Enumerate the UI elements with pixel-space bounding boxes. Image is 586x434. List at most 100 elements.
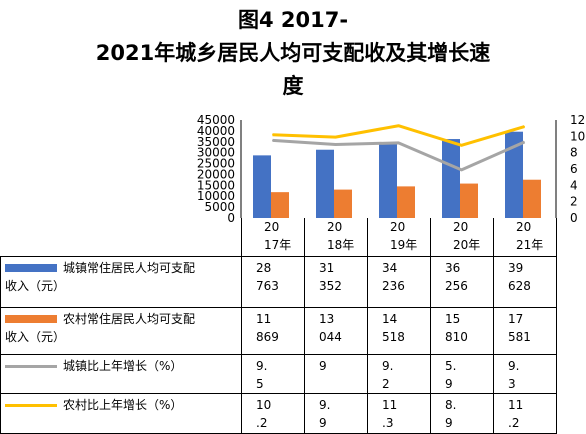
category-line-2: 19年 <box>390 238 418 252</box>
title-line-1: 图4 2017- <box>237 8 349 32</box>
value-text: 518 <box>382 329 405 344</box>
value-text: 15 <box>445 311 461 326</box>
line-point <box>524 141 525 143</box>
y-left-tick-label: 40000 <box>197 124 235 138</box>
value-cell: 9. 5 <box>241 353 305 394</box>
category-line-2: 20年 <box>453 238 481 252</box>
legend-swatch-rural-income <box>5 315 57 323</box>
line-point <box>272 139 273 141</box>
y-right-tick-label: 12 <box>570 113 585 127</box>
legend-cell: 城镇比上年增长（%） <box>0 353 242 394</box>
title-line-2: 2021年城乡居民人均可支配收及其增长速 <box>95 41 491 65</box>
bar <box>523 179 541 218</box>
value-cell: 11.2 <box>493 392 557 434</box>
value-cell: 11 869 <box>241 306 305 355</box>
table-corner <box>1 218 242 256</box>
value-text: 39 <box>508 260 524 275</box>
value-text: 8. <box>445 397 457 412</box>
bar <box>397 186 415 218</box>
value-text: 9. <box>256 358 268 373</box>
value-cell: 14 518 <box>367 306 431 355</box>
category-cell: 20 17年 <box>241 218 305 257</box>
value-text: 9 <box>445 376 453 391</box>
bar <box>442 139 460 218</box>
value-cell: 9. 2 <box>367 353 431 394</box>
value-text: 352 <box>319 278 342 293</box>
legend-cell: 农村比上年增长（%） <box>0 392 242 434</box>
value-cell: 31 352 <box>304 255 368 308</box>
value-text: 5. <box>445 358 457 373</box>
value-cell: 10.2 <box>241 392 305 434</box>
line-point <box>335 136 336 138</box>
table-row-urban-income: 城镇常住居民人均可支配 收入（元） 28 763 31 352 34 236 36 256 39 6… <box>0 255 557 308</box>
legend-label-line-2: 收入（元） <box>5 278 66 293</box>
bar <box>253 155 271 218</box>
y-right-tick-label: 2 <box>570 195 578 209</box>
category-cell: 20 19年 <box>367 218 431 257</box>
value-cell: 11.3 <box>367 392 431 434</box>
value-text: 9. <box>382 358 394 373</box>
y-left-tick-label: 20000 <box>197 167 235 181</box>
y-left-tick-label: 25000 <box>197 157 235 171</box>
data-table: 20 17年 20 18年 20 19年 20 20年 20 21年 城镇常住居民人均可支… <box>0 218 557 434</box>
y-left-tick-label: 35000 <box>197 135 235 149</box>
value-text: 9 <box>319 358 327 373</box>
chart-plot: 0500010000150002000025000300003500040000… <box>197 113 585 225</box>
value-cell: 9. 3 <box>493 353 557 394</box>
value-text: 31 <box>319 260 335 275</box>
category-line-1: 20 <box>453 220 469 234</box>
bar <box>271 192 289 218</box>
y-left-tick-label: 0 <box>227 211 235 225</box>
legend-swatch-urban-income <box>5 264 57 272</box>
category-line-1: 20 <box>264 220 280 234</box>
legend-label-line-1: 城镇比上年增长（%） <box>63 358 183 373</box>
bar <box>379 143 397 218</box>
value-text: 34 <box>382 260 398 275</box>
value-cell: 39 628 <box>493 255 557 308</box>
line-point <box>398 125 399 127</box>
y-left-tick-label: 15000 <box>197 178 235 192</box>
category-line-1: 20 <box>327 220 343 234</box>
category-line-1: 20 <box>390 220 406 234</box>
y-left-tick-label: 10000 <box>197 189 235 203</box>
y-right-tick-label: 8 <box>570 146 578 160</box>
value-text: 2 <box>382 376 390 391</box>
table-header-row: 20 17年 20 18年 20 19年 20 20年 20 21年 <box>1 218 557 257</box>
bar <box>334 189 352 218</box>
y-right-tick-label: 0 <box>570 211 578 225</box>
legend-swatch-rural-growth <box>5 403 57 407</box>
line-point <box>272 134 273 136</box>
value-cell: 13 044 <box>304 306 368 355</box>
value-text: 628 <box>508 278 531 293</box>
value-text: 17 <box>508 311 524 326</box>
value-text: 11 <box>256 311 272 326</box>
value-text: .2 <box>256 415 268 430</box>
value-text: 9. <box>319 397 331 412</box>
value-text: 14 <box>382 311 398 326</box>
bar <box>505 131 523 218</box>
y-left-tick-label: 45000 <box>197 113 235 127</box>
value-text: 10 <box>256 397 272 412</box>
legend-label-line-2: 收入（元） <box>5 329 66 344</box>
line-point <box>461 144 462 146</box>
value-cell: 17 581 <box>493 306 557 355</box>
legend-cell: 农村常住居民人均可支配 收入（元） <box>0 306 242 355</box>
value-text: .3 <box>382 415 394 430</box>
category-cell: 20 21年 <box>493 218 557 257</box>
value-text: 236 <box>382 278 405 293</box>
value-text: 763 <box>256 278 279 293</box>
value-text: 869 <box>256 329 279 344</box>
legend-cell: 城镇常住居民人均可支配 收入（元） <box>0 255 242 308</box>
legend-label-line-1: 农村比上年增长（%） <box>63 397 183 412</box>
category-line-2: 18年 <box>327 238 355 252</box>
value-text: 9 <box>319 415 327 430</box>
value-text: 9 <box>445 415 453 430</box>
bar <box>460 183 478 218</box>
series-line <box>272 138 526 172</box>
bar <box>316 149 334 218</box>
value-text: 9. <box>508 358 520 373</box>
title-line-3: 度 <box>282 74 304 98</box>
value-cell: 28 763 <box>241 255 305 308</box>
value-text: 28 <box>256 260 272 275</box>
value-text: 581 <box>508 329 531 344</box>
